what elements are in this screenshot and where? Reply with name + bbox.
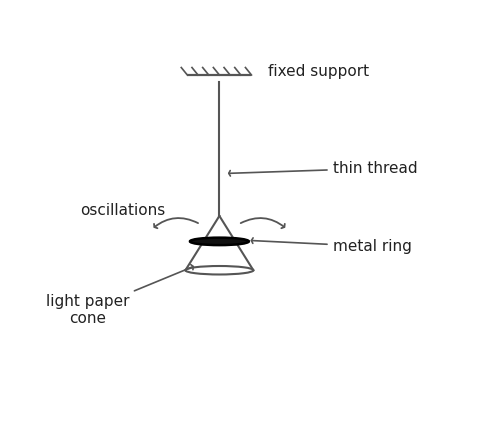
Ellipse shape (186, 266, 253, 274)
Text: fixed support: fixed support (268, 64, 370, 79)
Text: thin thread: thin thread (229, 161, 417, 176)
Ellipse shape (190, 238, 249, 245)
Text: metal ring: metal ring (251, 238, 412, 254)
Text: light paper
cone: light paper cone (46, 265, 193, 326)
Text: oscillations: oscillations (80, 203, 165, 218)
